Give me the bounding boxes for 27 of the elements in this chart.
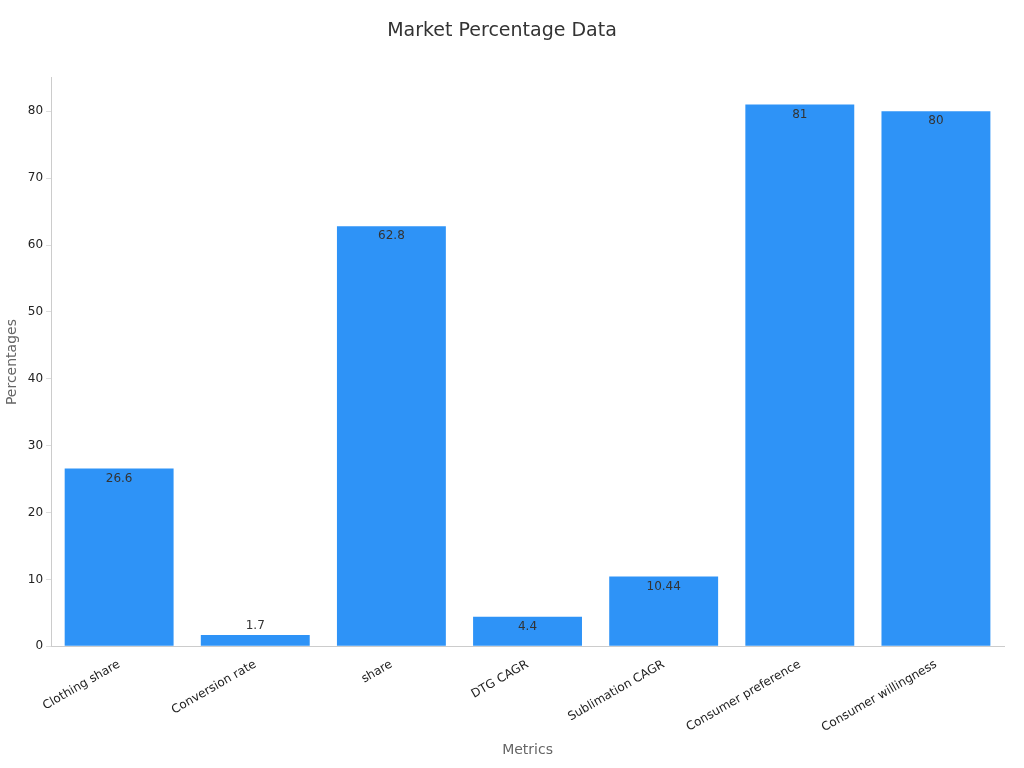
bar bbox=[745, 104, 855, 646]
data-label: 10.44 bbox=[646, 578, 681, 593]
bar bbox=[64, 468, 174, 646]
bar bbox=[336, 226, 446, 646]
y-tick-label: 20 bbox=[27, 504, 44, 519]
y-tick-label: 30 bbox=[27, 437, 44, 452]
bar bbox=[200, 634, 310, 646]
y-tick-label: 40 bbox=[27, 370, 44, 385]
x-tick-label: share bbox=[358, 656, 395, 686]
bar bbox=[609, 576, 719, 646]
bar bbox=[881, 111, 991, 646]
data-label: 1.7 bbox=[245, 618, 265, 633]
data-label: 80 bbox=[928, 113, 944, 128]
data-label: 81 bbox=[792, 106, 808, 121]
chart-title: Market Percentage Data bbox=[387, 18, 617, 41]
data-label: 62.8 bbox=[378, 228, 405, 243]
data-label: 26.6 bbox=[105, 470, 133, 485]
y-tick-label: 60 bbox=[27, 237, 44, 252]
y-axis-title: Percentages bbox=[3, 319, 20, 406]
y-tick-label: 50 bbox=[27, 304, 44, 319]
y-tick-label: 10 bbox=[27, 571, 44, 586]
data-label: 4.4 bbox=[517, 618, 538, 633]
x-axis-title: Metrics bbox=[502, 741, 553, 758]
y-tick-label: 0 bbox=[35, 638, 44, 653]
bar bbox=[473, 616, 582, 646]
y-tick-label: 80 bbox=[27, 103, 44, 118]
y-tick-label: 70 bbox=[27, 170, 44, 185]
